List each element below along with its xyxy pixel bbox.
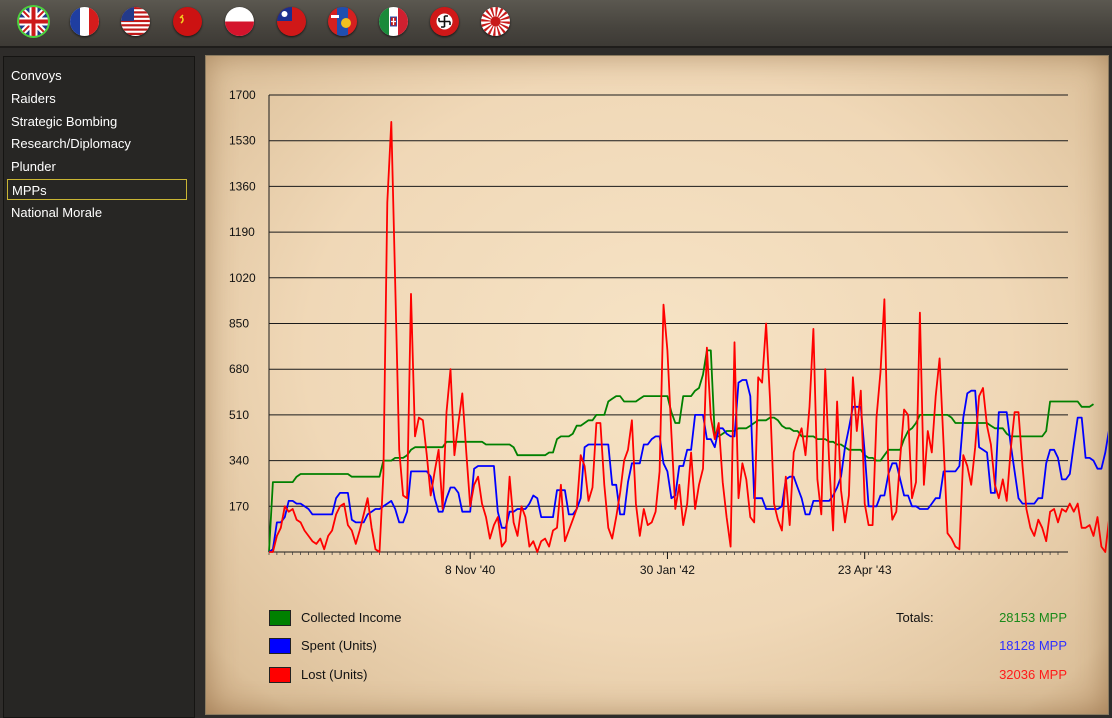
spent-units-series-line bbox=[268, 379, 1108, 553]
sidebar-item-national-morale[interactable]: National Morale bbox=[11, 204, 103, 220]
x-tick-label: 23 Apr '43 bbox=[838, 563, 892, 577]
y-tick-label: 1190 bbox=[229, 225, 255, 239]
legend-total-value: 28153 MPP bbox=[999, 610, 1067, 625]
sidebar-item-plunder[interactable]: Plunder bbox=[11, 159, 56, 175]
legend-swatch bbox=[269, 610, 291, 626]
mongolia-flag-icon[interactable] bbox=[328, 7, 357, 36]
usa-flag-graphic bbox=[121, 7, 150, 36]
germany-flag-graphic bbox=[430, 7, 459, 36]
legend-total-value: 18128 MPP bbox=[999, 638, 1067, 653]
italy-flag-icon[interactable] bbox=[379, 7, 408, 36]
y-tick-label: 680 bbox=[229, 362, 249, 376]
legend-label: Lost (Units) bbox=[301, 667, 368, 682]
ussr-flag-graphic bbox=[173, 7, 202, 36]
legend-swatch bbox=[269, 667, 291, 683]
totals-label: Totals: bbox=[896, 610, 934, 625]
japan-flag-icon[interactable] bbox=[481, 7, 510, 36]
y-tick-label: 1700 bbox=[229, 88, 256, 102]
france-flag-graphic bbox=[70, 7, 99, 36]
usa-flag-icon[interactable] bbox=[121, 7, 150, 36]
china-flag-graphic bbox=[277, 7, 306, 36]
y-tick-label: 340 bbox=[229, 454, 249, 468]
sidebar-item-mpps[interactable]: MPPs bbox=[7, 179, 187, 200]
legend-label: Collected Income bbox=[301, 610, 402, 625]
y-tick-label: 1360 bbox=[229, 179, 256, 193]
sidebar-item-strategic-bombing[interactable]: Strategic Bombing bbox=[11, 113, 118, 129]
germany-flag-icon[interactable] bbox=[430, 7, 459, 36]
japan-flag-graphic bbox=[481, 7, 510, 36]
legend-swatch bbox=[269, 638, 291, 654]
mpp-chart-panel: 170 340 510 680 850 1020 1190 1360 1530 1700 8 Nov… bbox=[205, 55, 1109, 715]
x-tick-label: 8 Nov '40 bbox=[445, 563, 496, 577]
uk-flag-graphic bbox=[19, 7, 48, 36]
france-flag-icon[interactable] bbox=[70, 7, 99, 36]
y-tick-label: 510 bbox=[229, 408, 249, 422]
faction-flag-bar bbox=[0, 0, 1112, 48]
report-category-sidebar: Convoys Raiders Strategic Bombing Research/… bbox=[3, 56, 195, 718]
sidebar-item-research-diplomacy[interactable]: Research/Diplomacy bbox=[11, 136, 131, 152]
legend-label: Spent (Units) bbox=[301, 638, 377, 653]
poland-flag-icon[interactable] bbox=[225, 7, 254, 36]
y-tick-label: 850 bbox=[229, 317, 249, 331]
y-tick-label: 170 bbox=[229, 499, 249, 513]
ussr-flag-icon[interactable] bbox=[173, 7, 202, 36]
poland-flag-graphic bbox=[225, 7, 254, 36]
sidebar-item-raiders[interactable]: Raiders bbox=[11, 90, 56, 106]
sidebar-item-convoys[interactable]: Convoys bbox=[11, 68, 62, 83]
mpp-line-chart: 170 340 510 680 850 1020 1190 1360 1530 1700 8 Nov… bbox=[229, 88, 1108, 577]
mongolia-flag-graphic bbox=[328, 7, 357, 36]
italy-flag-graphic bbox=[379, 7, 408, 36]
x-tick-label: 30 Jan '42 bbox=[640, 563, 695, 577]
china-flag-icon[interactable] bbox=[277, 7, 306, 36]
legend-total-value: 32036 MPP bbox=[999, 667, 1067, 682]
y-tick-label: 1530 bbox=[229, 134, 256, 148]
uk-flag-icon[interactable] bbox=[19, 7, 48, 36]
lost-units-series-line bbox=[269, 121, 1108, 553]
collected-income-series-line bbox=[268, 349, 1095, 553]
y-tick-label: 1020 bbox=[229, 271, 256, 285]
